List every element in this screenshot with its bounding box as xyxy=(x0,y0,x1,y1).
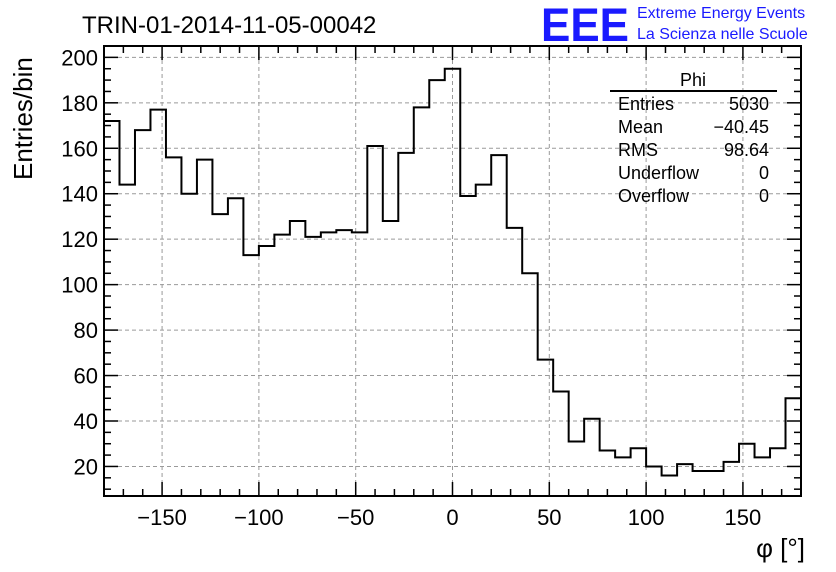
stats-row-label: Underflow xyxy=(618,163,700,183)
y-tick-label: 120 xyxy=(61,227,98,252)
x-tick-label: −100 xyxy=(234,505,284,530)
x-tick-labels: −150 −100 −50 0 50 100 150 xyxy=(137,505,761,530)
y-tick-label: 200 xyxy=(61,45,98,70)
x-tick-label: −50 xyxy=(337,505,374,530)
y-tick-label: 160 xyxy=(61,136,98,161)
stats-row-value: 0 xyxy=(759,163,769,183)
stats-row-value: −40.45 xyxy=(713,117,769,137)
x-tick-label: 100 xyxy=(628,505,665,530)
x-tick-label: −150 xyxy=(137,505,187,530)
stats-row-value: 98.64 xyxy=(724,140,769,160)
stats-row-label: RMS xyxy=(618,140,658,160)
x-tick-label: 0 xyxy=(446,505,458,530)
y-tick-label: 40 xyxy=(74,409,98,434)
y-tick-labels: 20 40 60 80 100 120 140 160 180 200 xyxy=(61,45,98,479)
stats-row-label: Entries xyxy=(618,94,674,114)
stats-row-value: 0 xyxy=(759,186,769,206)
chart-title: TRIN-01-2014-11-05-00042 xyxy=(82,12,376,39)
eee-logo-line1: Extreme Energy Events xyxy=(637,5,805,22)
y-axis-label: Entries/bin xyxy=(8,57,38,180)
y-tick-label: 20 xyxy=(74,454,98,479)
y-tick-label: 180 xyxy=(61,91,98,116)
eee-logo-mark: EEE xyxy=(541,0,629,51)
y-tick-label: 80 xyxy=(74,318,98,343)
x-tick-label: 50 xyxy=(537,505,561,530)
stats-row-label: Overflow xyxy=(618,186,690,206)
axis-ticks xyxy=(103,46,802,496)
y-tick-label: 60 xyxy=(74,364,98,389)
stats-box: Phi Entries 5030 Mean −40.45 RMS 98.64 Underfl… xyxy=(610,70,777,206)
stats-box-rows: Entries 5030 Mean −40.45 RMS 98.64 Underflow 0 O… xyxy=(618,94,769,206)
stats-row-label: Mean xyxy=(618,117,663,137)
stats-row-value: 5030 xyxy=(729,94,769,114)
grid-lines xyxy=(104,46,801,496)
x-axis-label: φ [°] xyxy=(756,533,805,563)
x-tick-label: 150 xyxy=(725,505,762,530)
stats-box-title: Phi xyxy=(680,70,706,90)
eee-logo: EEE Extreme Energy Events La Scienza nel… xyxy=(541,0,808,51)
y-tick-label: 100 xyxy=(61,273,98,298)
eee-logo-line2: La Scienza nelle Scuole xyxy=(637,26,808,43)
y-tick-label: 140 xyxy=(61,182,98,207)
histogram-series xyxy=(104,67,801,477)
